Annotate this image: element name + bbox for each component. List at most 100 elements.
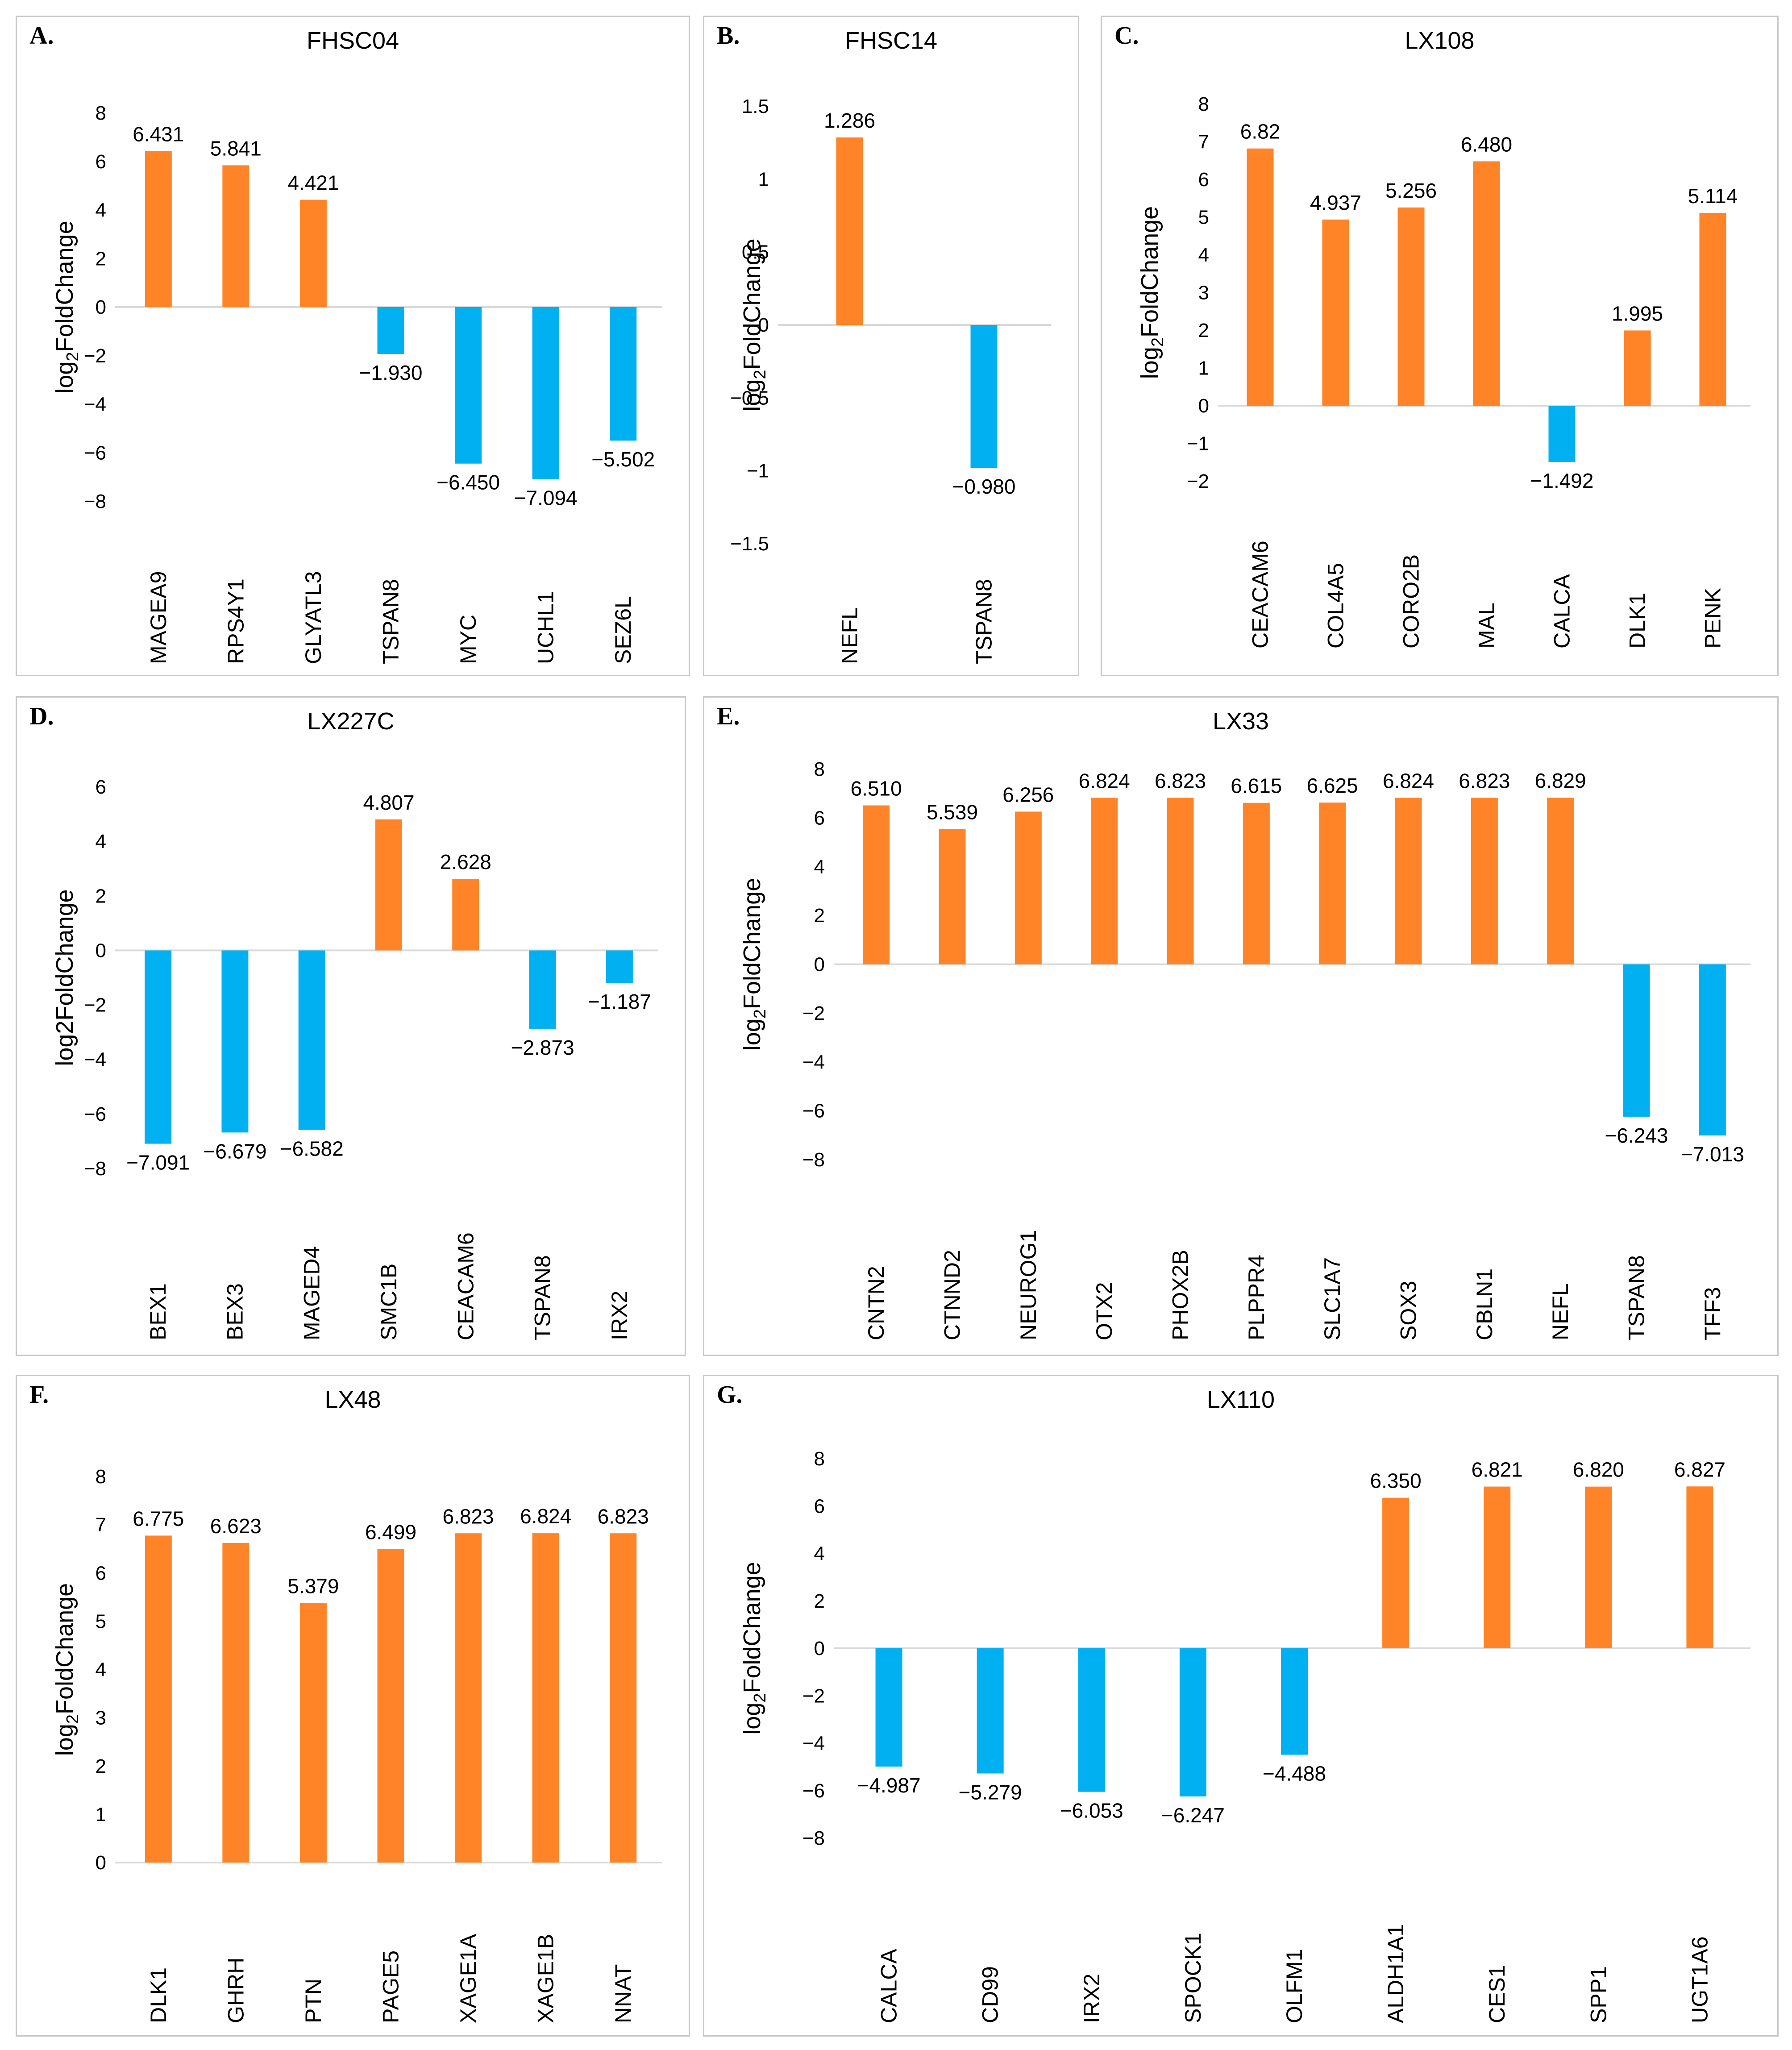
data-label: 6.824 bbox=[1079, 769, 1130, 792]
y-tick-label: 8 bbox=[814, 1448, 825, 1470]
bar bbox=[610, 307, 637, 441]
panel-letter: A. bbox=[29, 22, 54, 50]
data-label: −6.243 bbox=[1605, 1124, 1668, 1147]
y-tick-label: −6 bbox=[802, 1780, 825, 1802]
y-tick-label: −4 bbox=[802, 1733, 825, 1755]
y-tick-label: 1.5 bbox=[742, 96, 769, 117]
bar-chart: 8 6 4 2 0 −2 −4 −6 −8 log2FoldChange 6.510 CNTN2 5.5… bbox=[739, 758, 1750, 1340]
y-tick-label: −2 bbox=[84, 345, 106, 367]
y-tick-label: 8 bbox=[1198, 93, 1209, 115]
bar bbox=[1699, 212, 1726, 406]
data-label: −0.980 bbox=[952, 475, 1016, 498]
data-label: 6.775 bbox=[133, 1507, 184, 1530]
panel-b: B. FHSC14 1.5 1 0.5 0 −0.5 −1 −1.5 log2FoldChange… bbox=[703, 16, 1079, 676]
panel-c: C. LX108 8 7 6 5 4 3 2 1 0 −1 −2 log2FoldChange 6.82 CE… bbox=[1101, 16, 1779, 676]
category-label: NEFL bbox=[837, 607, 862, 664]
data-label: −7.094 bbox=[514, 487, 578, 510]
bar bbox=[1322, 219, 1349, 406]
category-label: MAL bbox=[1474, 603, 1499, 649]
y-tick-label: 4 bbox=[1198, 244, 1209, 266]
data-label: 6.824 bbox=[520, 1505, 571, 1528]
bar bbox=[836, 137, 863, 325]
chart-title: LX108 bbox=[1405, 27, 1475, 54]
category-label: ALDH1A1 bbox=[1383, 1924, 1408, 2023]
bar bbox=[452, 878, 479, 951]
category-label: DLK1 bbox=[1625, 593, 1650, 649]
y-axis-label: log2FoldChange bbox=[739, 238, 769, 411]
bar bbox=[1382, 1497, 1409, 1648]
panel-letter: G. bbox=[717, 1381, 743, 1409]
bar-chart: 8 7 6 5 4 3 2 1 0 −1 −2 log2FoldChange 6.82 CEACAM6 4.… bbox=[1136, 93, 1750, 649]
category-label: GLYATL3 bbox=[301, 571, 326, 664]
bar bbox=[145, 950, 172, 1144]
chart-title: FHSC04 bbox=[306, 27, 399, 54]
bar-chart: 8 6 4 2 0 −2 −4 −6 −8 log2FoldChange −4.987 CALCA −5… bbox=[739, 1448, 1750, 2023]
y-tick-label: 2 bbox=[96, 1755, 106, 1777]
data-label: 6.820 bbox=[1573, 1458, 1624, 1481]
bar bbox=[1247, 148, 1274, 406]
bar bbox=[377, 1549, 404, 1863]
bar bbox=[222, 165, 249, 307]
category-label: CNTN2 bbox=[864, 1266, 889, 1340]
y-tick-label: 4 bbox=[96, 1659, 106, 1681]
category-label: SLC1A7 bbox=[1320, 1257, 1345, 1340]
data-label: 6.350 bbox=[1370, 1469, 1422, 1493]
data-label: 5.841 bbox=[210, 137, 262, 160]
y-axis-label: log2FoldChange bbox=[51, 220, 82, 393]
y-tick-label: −6 bbox=[84, 442, 106, 464]
data-label: 4.937 bbox=[1310, 191, 1361, 214]
bar bbox=[1091, 798, 1118, 965]
bar bbox=[1484, 1486, 1511, 1648]
category-label: TFF3 bbox=[1700, 1287, 1725, 1340]
category-label: PAGE5 bbox=[378, 1950, 403, 2023]
bar bbox=[1397, 207, 1425, 406]
y-tick-label: 7 bbox=[96, 1514, 106, 1536]
y-tick-label: 8 bbox=[814, 758, 825, 780]
y-tick-label: 8 bbox=[96, 102, 106, 124]
panel-f: F. LX48 8 7 6 5 4 3 2 1 0 log2FoldChange 6.775 DLK1 6.… bbox=[16, 1375, 690, 2037]
category-label: CEACAM6 bbox=[1248, 541, 1273, 649]
y-tick-label: 8 bbox=[96, 1466, 106, 1488]
y-tick-label: 0 bbox=[814, 954, 825, 976]
y-tick-label: −0.5 bbox=[730, 387, 769, 409]
y-tick-label: 6 bbox=[814, 1495, 825, 1517]
y-tick-label: 4 bbox=[814, 856, 825, 878]
y-tick-label: 2 bbox=[96, 248, 106, 270]
bar bbox=[1319, 803, 1346, 965]
data-label: 4.421 bbox=[287, 171, 339, 195]
y-axis-label: log2FoldChange bbox=[51, 889, 78, 1066]
y-tick-label: −8 bbox=[84, 491, 106, 512]
y-tick-label: 0 bbox=[96, 296, 106, 318]
category-label: NEFL bbox=[1548, 1283, 1573, 1340]
category-label: SPP1 bbox=[1586, 1966, 1611, 2023]
y-tick-label: 0 bbox=[1198, 395, 1209, 417]
bar bbox=[1243, 803, 1270, 965]
chart-title: LX48 bbox=[324, 1386, 381, 1413]
data-label: 6.823 bbox=[1155, 769, 1206, 792]
category-label: XAGE1A bbox=[456, 1934, 481, 2023]
data-label: 6.823 bbox=[443, 1505, 494, 1528]
data-label: −4.488 bbox=[1263, 1762, 1326, 1785]
category-label: TSPAN8 bbox=[1624, 1255, 1649, 1340]
bar bbox=[1585, 1486, 1612, 1648]
category-label: CBLN1 bbox=[1472, 1268, 1497, 1340]
data-label: −7.013 bbox=[1681, 1143, 1744, 1166]
category-label: OTX2 bbox=[1092, 1282, 1117, 1340]
y-tick-label: 7 bbox=[1198, 131, 1209, 153]
data-label: −6.679 bbox=[203, 1139, 266, 1163]
category-label: CALCA bbox=[1550, 574, 1575, 649]
y-tick-label: −2 bbox=[1187, 470, 1209, 492]
y-axis-label: log2FoldChange bbox=[739, 1562, 769, 1734]
bar bbox=[939, 829, 966, 965]
data-label: 6.623 bbox=[210, 1514, 262, 1538]
data-label: −5.279 bbox=[959, 1780, 1022, 1804]
y-tick-label: −2 bbox=[802, 1002, 825, 1024]
y-tick-label: 0 bbox=[814, 1638, 825, 1659]
y-tick-label: −8 bbox=[84, 1158, 106, 1180]
data-label: 6.431 bbox=[133, 122, 184, 146]
y-tick-label: −6 bbox=[84, 1103, 106, 1125]
chart-title: LX227C bbox=[307, 708, 395, 735]
panel-letter: C. bbox=[1114, 22, 1139, 50]
bar bbox=[299, 1603, 327, 1863]
y-tick-label: 6 bbox=[96, 1562, 106, 1584]
